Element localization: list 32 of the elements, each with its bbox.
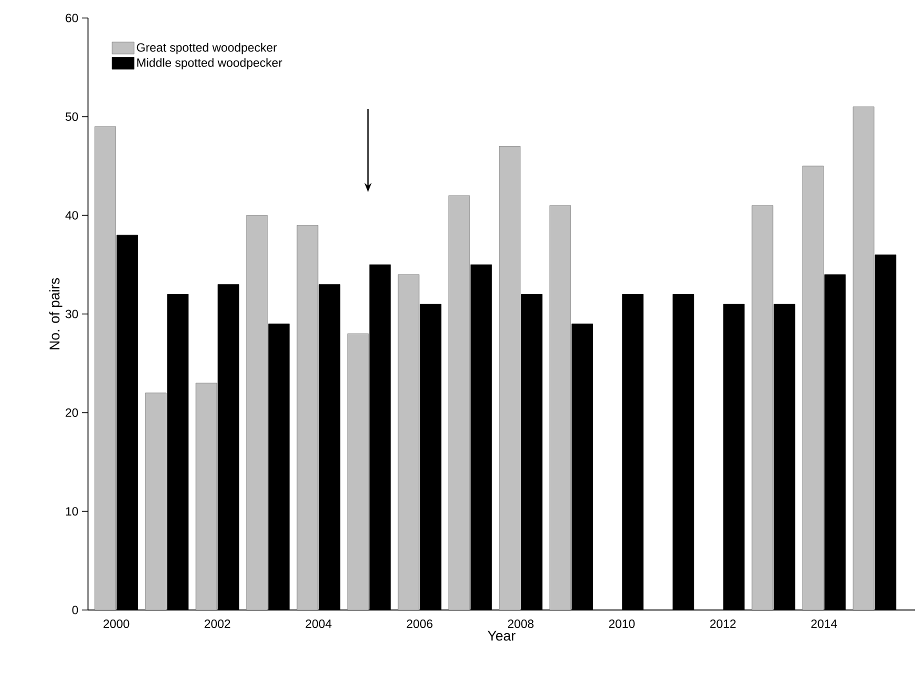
- bar: [145, 392, 167, 610]
- bar: [296, 225, 318, 610]
- bar: [246, 215, 268, 610]
- x-tick-label: 2012: [710, 620, 736, 628]
- y-axis-title: No. of pairs: [49, 278, 62, 350]
- x-tick-label: 2010: [609, 620, 635, 628]
- y-tick-label: 10: [66, 507, 78, 516]
- bar: [499, 146, 520, 610]
- y-tick-label: 0: [72, 606, 78, 614]
- y-tick-label: 40: [65, 211, 78, 220]
- x-tick-label: 2008: [508, 620, 534, 628]
- y-tick-label: 50: [66, 112, 78, 121]
- bar: [94, 126, 116, 610]
- y-tick-label: 20: [66, 408, 78, 417]
- bar: [752, 205, 774, 610]
- bar: [398, 274, 420, 610]
- y-tick-label: 30: [66, 310, 78, 318]
- bar: [196, 382, 218, 610]
- bar: [802, 166, 824, 610]
- bar: [347, 334, 369, 610]
- x-axis-title: Year: [488, 630, 516, 641]
- legend-label: Great spotted woodpecker: [136, 42, 277, 54]
- x-tick-label: 2000: [104, 620, 130, 628]
- y-tick-label: 60: [66, 14, 78, 22]
- bar: [448, 195, 470, 610]
- x-tick-label: 2004: [306, 620, 332, 628]
- x-tick-label: 2014: [811, 620, 838, 628]
- bar: [550, 205, 571, 610]
- x-tick-label: 2002: [204, 620, 230, 628]
- x-tick-label: 2006: [406, 620, 432, 628]
- legend-label: Middle spotted woodpecker: [137, 58, 282, 70]
- bar: [852, 106, 874, 610]
